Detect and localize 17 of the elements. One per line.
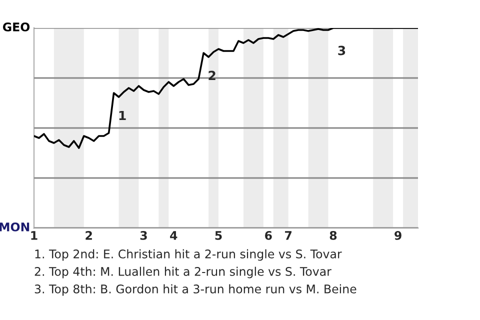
x-tick-label: 5 (215, 231, 222, 240)
text: MON (0, 222, 30, 232)
x-tick-label: 9 (394, 230, 402, 240)
x-tick-label: 3 (140, 230, 147, 240)
text: 1. Top 2nd: E. Christian hit a 2-run single vs S. Tovar (35, 249, 342, 261)
x-tick-label: 1 (31, 231, 38, 240)
annotation: 2 (208, 70, 216, 80)
text: GEO (2, 22, 30, 32)
x-tick-label: 7 (285, 231, 292, 240)
annotation: 3 (338, 46, 346, 56)
text: 2. Top 4th: M. Luallen hit a 2-run single vs S. Tovar (34, 266, 332, 278)
annotation: 1 (119, 110, 126, 120)
x-tick-label: 4 (170, 231, 178, 240)
text: 3. Top 8th: B. Gordon hit a 3-run home run vs M. Beine (34, 284, 356, 296)
x-tick-label: 6 (265, 230, 272, 240)
x-tick-label: 8 (330, 230, 337, 240)
x-tick-label: 2 (86, 230, 92, 240)
